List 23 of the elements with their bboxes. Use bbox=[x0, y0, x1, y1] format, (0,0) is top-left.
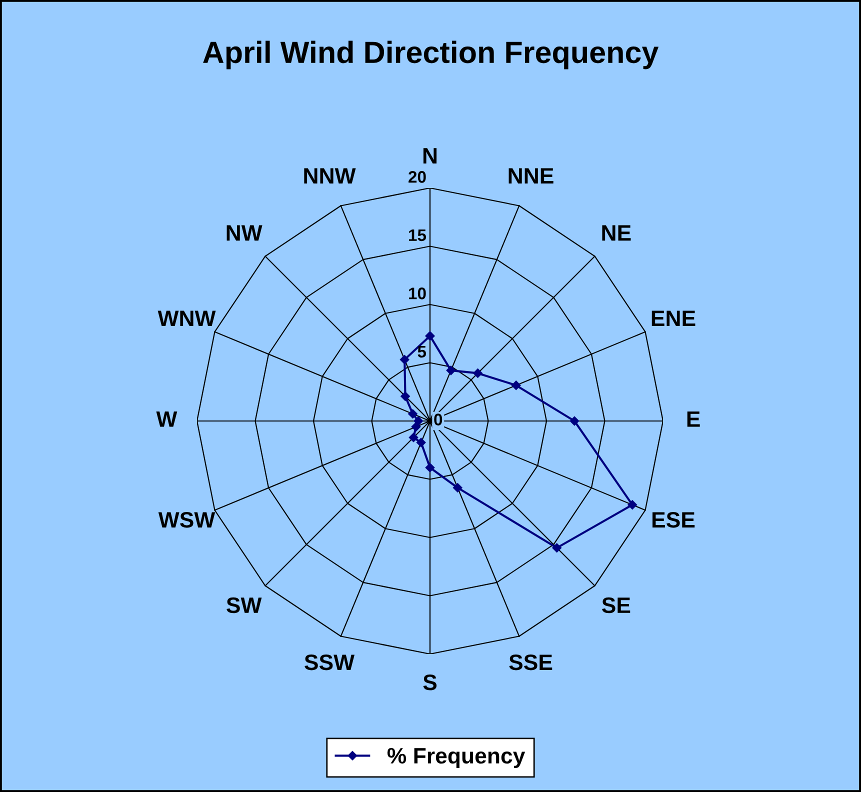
spoke-label: SW bbox=[226, 597, 262, 614]
spoke-label: WNW bbox=[158, 310, 216, 326]
y-tick-label: 10 bbox=[409, 288, 426, 300]
spoke-label: E bbox=[687, 411, 700, 427]
chart-title: April Wind Direction Frequency bbox=[203, 40, 659, 70]
spoke-label: W bbox=[156, 411, 178, 427]
spoke-label: SE bbox=[602, 597, 630, 614]
spoke-label: NNE bbox=[508, 168, 554, 184]
legend-label: % Frequency bbox=[387, 748, 526, 768]
spoke-label: ESE bbox=[652, 512, 695, 528]
spoke-label: ENE bbox=[652, 310, 696, 326]
spoke-label: NW bbox=[226, 225, 262, 241]
y-tick-label: 0 bbox=[434, 414, 442, 426]
spoke-label: SSE bbox=[509, 654, 552, 670]
spoke-label: WSW bbox=[158, 512, 216, 528]
y-tick-label: 5 bbox=[418, 346, 426, 358]
y-tick-label: 20 bbox=[408, 171, 426, 183]
spoke-label: NE bbox=[602, 225, 631, 241]
spoke-label: S bbox=[423, 674, 437, 690]
spoke-label: SSW bbox=[304, 654, 355, 670]
spoke-label: NNW bbox=[304, 168, 356, 184]
spoke-label: N bbox=[423, 148, 437, 164]
y-tick-label: 15 bbox=[409, 229, 426, 242]
